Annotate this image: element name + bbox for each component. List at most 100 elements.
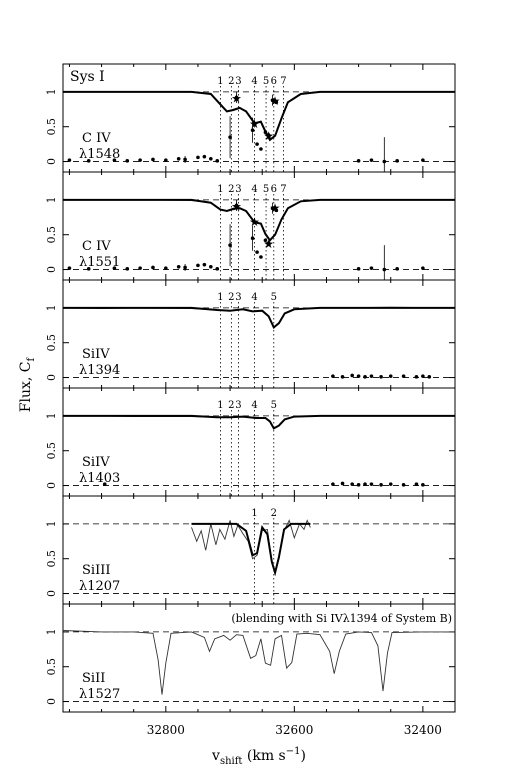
cf-point	[382, 159, 387, 164]
model-fit-line	[191, 522, 311, 577]
cf-point	[363, 482, 367, 486]
cf-point	[196, 155, 200, 160]
cf-point	[388, 482, 393, 486]
component-label: 4	[251, 76, 257, 87]
y-tick-label: 1	[45, 88, 58, 95]
cf-point	[112, 158, 117, 162]
cf-point	[421, 266, 425, 270]
y-tick-label: 0	[45, 374, 58, 381]
cf-point	[379, 375, 383, 379]
y-tick-label: 0.5	[45, 550, 58, 568]
blend-note: (blending with Si IVλ1394 of System B)	[231, 612, 452, 625]
cf-point	[270, 98, 275, 103]
cf-point	[379, 483, 383, 487]
component-label: 4	[251, 184, 257, 195]
cf-point	[266, 133, 271, 137]
y-tick-label: 1	[45, 304, 58, 311]
ion-label: SiIV	[82, 455, 110, 470]
y-tick-label: 0	[45, 158, 58, 165]
cf-point	[67, 266, 72, 270]
component-label: 6	[271, 76, 277, 87]
cf-point	[164, 266, 168, 270]
system-label: Sys I	[70, 69, 105, 85]
cf-point	[414, 375, 419, 379]
cf-point	[356, 483, 361, 487]
cf-point	[125, 267, 130, 271]
cf-point	[395, 267, 399, 271]
component-label: 2	[228, 292, 234, 303]
component-label: 2	[228, 184, 234, 195]
component-label: 1	[251, 508, 257, 519]
cf-point	[209, 156, 213, 161]
y-tick-label: 1	[45, 520, 58, 527]
component-label: 5	[263, 184, 269, 195]
component-label: 4	[251, 292, 257, 303]
component-label: 7	[280, 184, 286, 195]
panel-frame	[62, 279, 456, 389]
cf-point	[421, 483, 425, 487]
cf-point	[421, 374, 425, 378]
panel-frame	[62, 495, 456, 605]
cf-point	[138, 158, 142, 162]
line-label: λ1403	[79, 471, 120, 486]
cf-point	[151, 265, 155, 270]
y-tick-label: 0.5	[45, 118, 58, 136]
cf-point	[263, 130, 268, 135]
component-label: 2	[228, 76, 234, 87]
star-marker: ★	[249, 215, 260, 229]
cf-point	[255, 142, 259, 146]
component-label: 1	[217, 76, 223, 87]
y-tick-label: 0.5	[45, 334, 58, 352]
cf-point	[274, 100, 279, 105]
spectrum-line	[63, 91, 455, 141]
component-label: 5	[271, 400, 277, 411]
cf-point	[202, 154, 207, 159]
ion-label: SiII	[82, 671, 105, 686]
cf-point	[215, 159, 220, 163]
x-tick-label: 32400	[404, 723, 442, 737]
cf-point	[414, 482, 419, 486]
star-marker: ★	[270, 94, 281, 108]
x-axis-label: vshift (km s−1)	[211, 746, 306, 767]
star-marker: ★	[231, 91, 242, 105]
cf-point	[421, 158, 425, 162]
cf-point	[234, 203, 239, 208]
star-marker: ★	[263, 129, 274, 143]
star-marker: ★	[263, 237, 274, 251]
cf-point	[382, 267, 387, 272]
cf-point	[401, 483, 406, 487]
model-fit-line	[63, 90, 455, 142]
y-tick-label: 1	[45, 412, 58, 419]
y-tick-label: 0	[45, 266, 58, 273]
cf-point	[196, 263, 200, 268]
cf-point	[263, 238, 268, 243]
component-label: 5	[271, 292, 277, 303]
y-tick-label: 0.5	[45, 226, 58, 244]
x-tick-label: 32600	[275, 723, 313, 737]
cf-point	[340, 375, 345, 379]
spectrum-line	[62, 630, 455, 695]
cf-point	[176, 264, 181, 269]
cf-point	[259, 147, 263, 151]
ion-label: SiIV	[82, 347, 110, 362]
cf-point	[102, 482, 107, 486]
cf-point	[209, 264, 213, 269]
cf-point	[176, 156, 181, 161]
cf-point	[395, 159, 399, 163]
cf-point	[215, 267, 220, 271]
cf-point	[151, 157, 155, 162]
y-tick-label: 1	[45, 196, 58, 203]
cf-point	[255, 250, 259, 254]
cf-point	[266, 241, 271, 245]
cf-point	[331, 482, 335, 486]
cf-point	[369, 158, 374, 162]
component-label: 3	[235, 400, 241, 411]
star-marker: ★	[231, 199, 242, 213]
cf-point	[125, 159, 130, 163]
y-tick-label: 0.5	[45, 658, 58, 676]
component-label: 3	[235, 292, 241, 303]
